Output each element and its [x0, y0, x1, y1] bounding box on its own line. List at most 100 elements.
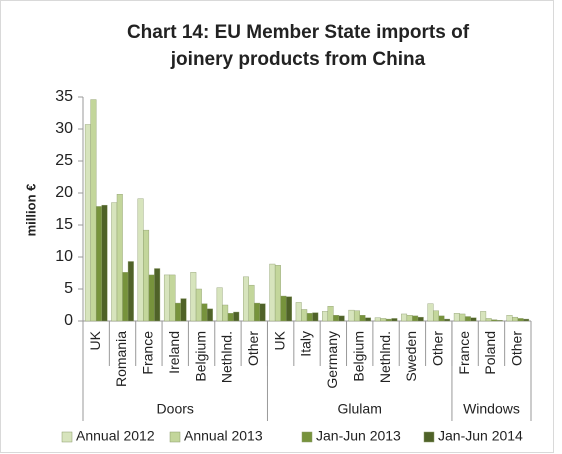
bar — [201, 303, 208, 322]
bar — [243, 276, 249, 322]
x-tick-label: UK — [87, 330, 103, 350]
y-tick-label: 25 — [55, 152, 73, 169]
bar — [295, 302, 302, 322]
bar — [269, 263, 276, 322]
bar — [116, 194, 123, 322]
bar — [306, 313, 313, 322]
bar — [90, 99, 97, 322]
bar — [163, 274, 170, 322]
group-label: Windows — [463, 401, 520, 417]
x-tick-label: UK — [271, 330, 287, 350]
bar — [380, 318, 387, 322]
bar — [338, 315, 345, 322]
bar — [523, 318, 530, 322]
x-tick-label: Sweden — [403, 331, 419, 382]
y-tick-label: 35 — [55, 88, 73, 105]
x-tick-label: Other — [429, 331, 445, 366]
bar — [254, 302, 261, 322]
bar — [459, 313, 466, 322]
bar — [143, 229, 150, 322]
bar — [312, 312, 319, 322]
x-tick-label: Germany — [324, 331, 340, 389]
legend-swatch — [423, 431, 435, 443]
bar — [248, 284, 255, 322]
bar — [111, 202, 118, 322]
bar — [333, 315, 340, 322]
bar — [148, 274, 155, 322]
bar — [122, 272, 129, 322]
bar — [190, 272, 197, 322]
bar — [84, 124, 91, 322]
bar — [322, 311, 329, 322]
bar — [233, 311, 240, 322]
legend-label: Annual 2012 — [76, 428, 155, 444]
bar — [95, 206, 102, 322]
legend-label: Jan-Jun 2014 — [438, 428, 523, 444]
y-tick-label: 5 — [64, 280, 73, 297]
bar — [285, 296, 292, 322]
bar — [512, 316, 519, 322]
bar — [464, 316, 471, 322]
y-tick-label: 15 — [55, 216, 73, 233]
bar — [301, 309, 308, 322]
bar — [365, 317, 371, 322]
bar — [470, 317, 477, 322]
bar — [506, 315, 513, 322]
bar — [517, 318, 524, 322]
x-tick-label: Belgium — [192, 331, 208, 382]
x-tick-label: Poland — [482, 331, 498, 375]
bar — [485, 318, 492, 322]
bar — [227, 313, 234, 322]
bar — [417, 316, 424, 322]
bar — [480, 311, 487, 322]
bar — [127, 261, 134, 322]
legend-swatch — [61, 431, 73, 443]
bar — [216, 287, 223, 322]
bar — [353, 310, 360, 322]
bar — [496, 320, 503, 322]
bar — [348, 309, 355, 322]
bar — [412, 315, 419, 322]
x-tick-label: Nethlnd. — [377, 331, 393, 383]
y-axis-label: million € — [23, 184, 38, 237]
x-tick-label: Other — [509, 331, 525, 366]
bar — [274, 265, 281, 322]
bar — [391, 318, 398, 322]
chart-title: joinery products from China — [170, 49, 426, 70]
bar — [327, 306, 334, 322]
x-tick-label: Romania — [113, 331, 129, 387]
x-tick-label: Other — [245, 331, 261, 366]
legend-swatch — [301, 431, 313, 443]
bar — [101, 204, 108, 322]
x-tick-label: Ireland — [166, 331, 182, 374]
bar — [385, 318, 392, 322]
bar — [154, 268, 161, 322]
bar — [180, 298, 187, 322]
bar — [438, 315, 445, 322]
x-tick-label: Belgium — [350, 331, 366, 382]
group-label: Glulam — [338, 401, 382, 417]
bar — [433, 310, 439, 322]
y-tick-label: 0 — [64, 312, 73, 329]
bar — [401, 313, 408, 322]
bar — [222, 304, 229, 322]
bar — [195, 288, 202, 322]
legend-label: Annual 2013 — [184, 428, 263, 444]
legend-swatch — [169, 431, 181, 443]
bar — [453, 313, 460, 322]
legend-label: Jan-Jun 2013 — [316, 428, 401, 444]
bar — [259, 303, 266, 322]
x-tick-label: France — [140, 331, 156, 375]
y-tick-label: 20 — [55, 184, 73, 201]
bar — [491, 319, 498, 322]
bar — [406, 315, 413, 322]
bar — [206, 308, 213, 322]
y-tick-label: 30 — [55, 120, 73, 137]
chart-title: Chart 14: EU Member State imports of — [127, 22, 470, 43]
bar — [280, 295, 287, 322]
group-label: Doors — [157, 401, 194, 417]
x-tick-label: France — [456, 331, 472, 375]
bar — [374, 317, 381, 322]
